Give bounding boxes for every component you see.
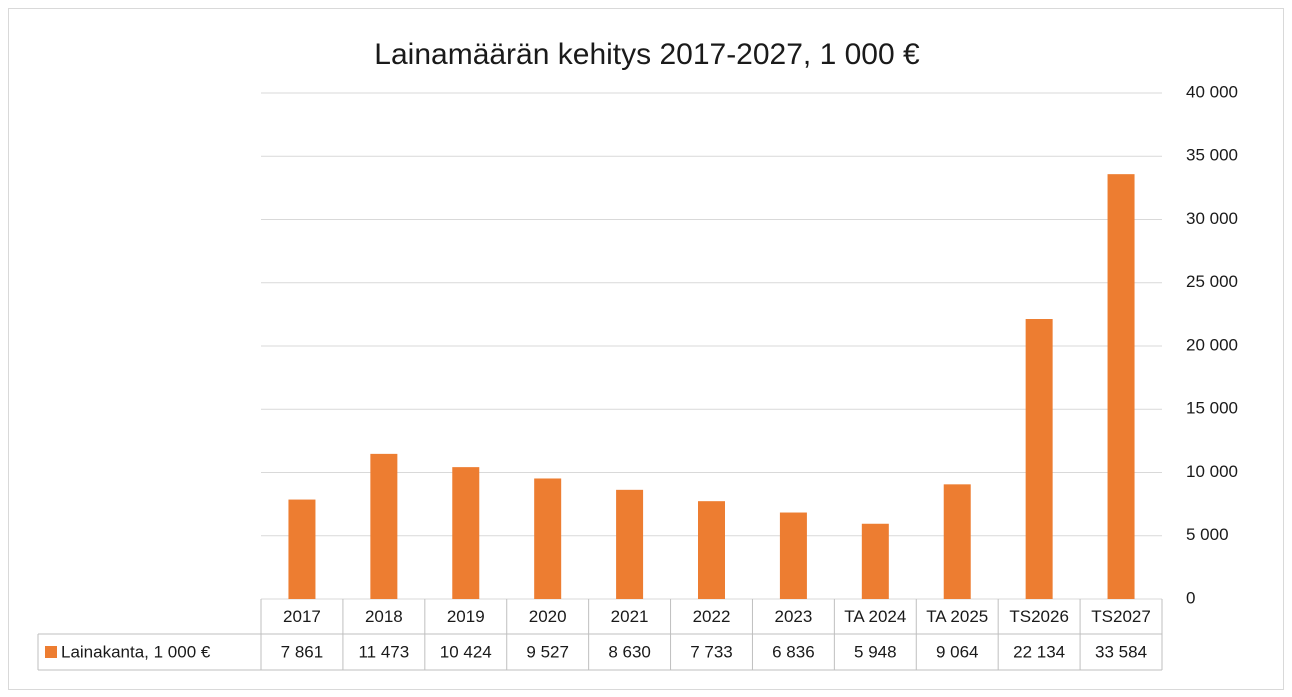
bar: [861, 523, 889, 599]
value-label: 7 861: [281, 642, 324, 661]
value-label: 33 584: [1095, 642, 1147, 661]
y-tick-label: 30 000: [1186, 209, 1238, 228]
legend-label: Lainakanta, 1 000 €: [61, 642, 211, 661]
bar: [779, 512, 807, 599]
bar: [534, 478, 562, 599]
y-tick-label: 15 000: [1186, 399, 1238, 418]
y-tick-label: 0: [1186, 588, 1195, 607]
legend-swatch: [45, 646, 57, 658]
bar: [452, 467, 480, 599]
x-tick-label: 2019: [447, 607, 485, 626]
x-tick-label: TS2026: [1009, 607, 1069, 626]
x-tick-label: 2017: [283, 607, 321, 626]
value-label: 8 630: [608, 642, 651, 661]
y-tick-label: 10 000: [1186, 462, 1238, 481]
bar: [698, 501, 725, 599]
bar: [943, 484, 971, 599]
value-label: 10 424: [440, 642, 492, 661]
value-label: 5 948: [854, 642, 897, 661]
value-label: 9 527: [526, 642, 569, 661]
y-tick-label: 35 000: [1186, 146, 1238, 165]
x-tick-label: 2020: [529, 607, 567, 626]
y-tick-label: 25 000: [1186, 272, 1238, 291]
bar: [288, 499, 316, 599]
x-tick-label: 2023: [774, 607, 812, 626]
x-tick-label: 2018: [365, 607, 403, 626]
chart-title: Lainamäärän kehitys 2017-2027, 1 000 €: [374, 38, 920, 71]
x-tick-label: 2022: [693, 607, 731, 626]
value-label: 9 064: [936, 642, 979, 661]
x-tick-label: TA 2025: [926, 607, 988, 626]
bar: [1025, 319, 1053, 599]
x-tick-label: 2021: [611, 607, 649, 626]
x-tick-label: TS2027: [1091, 607, 1151, 626]
y-tick-label: 20 000: [1186, 335, 1238, 354]
bar: [1107, 174, 1135, 599]
value-label: 7 733: [690, 642, 733, 661]
y-tick-label: 40 000: [1186, 82, 1238, 101]
value-label: 6 836: [772, 642, 815, 661]
bar: [616, 489, 644, 599]
value-label: 11 473: [358, 642, 409, 661]
y-tick-label: 5 000: [1186, 525, 1229, 544]
bar: [370, 453, 398, 599]
chart-frame: [8, 8, 1284, 690]
x-tick-label: TA 2024: [844, 607, 906, 626]
value-label: 22 134: [1013, 642, 1065, 661]
